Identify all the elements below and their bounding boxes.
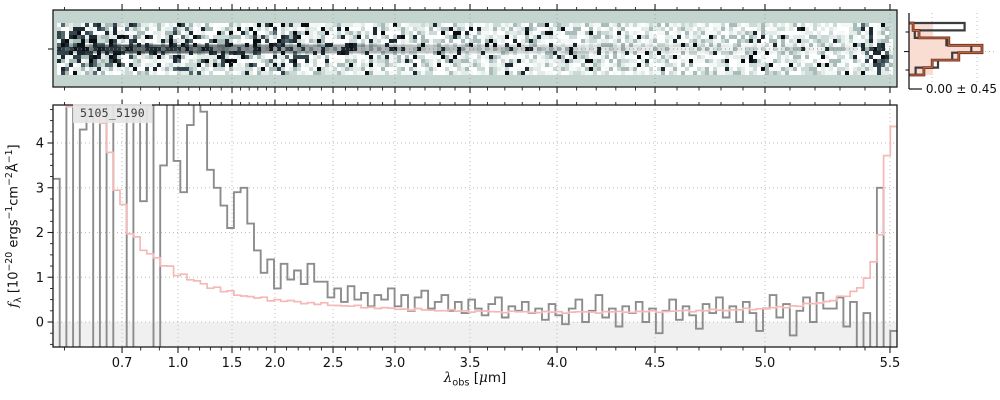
axis-label-fragment: m]	[487, 370, 507, 386]
spectrum-1d-panel: 0 1 2 3 4 0.7 1.0 1.5 2.0 2.5 3.0 3.5 4.0 4.5 5.0 5.5	[36, 104, 901, 371]
axis-label-fragment: [10	[6, 271, 22, 298]
x-tick-label: 5.5	[880, 356, 901, 371]
axis-label-fragment: μ	[479, 370, 488, 386]
below-zero-shade	[53, 322, 897, 347]
axis-label-fragment: ]	[6, 144, 22, 150]
flux-spectrum-line	[53, 105, 897, 347]
axis-label-fragment: ergs	[6, 219, 22, 252]
axis-label-fragment: λ	[443, 370, 453, 386]
x-tick-label: 0.7	[112, 356, 133, 371]
x-tick-label: 3.5	[460, 356, 481, 371]
x-tick-label: 1.0	[168, 356, 189, 371]
pixel-histogram-panel	[904, 13, 997, 90]
y-axis-label: fλ [10−20 ergs−1cm−2Å−1]	[4, 144, 24, 307]
x-tick-label: 4.5	[645, 356, 666, 371]
axis-label-fragment: −1	[4, 149, 16, 164]
axis-label-fragment: [	[469, 370, 480, 386]
x-tick-label: 5.0	[755, 356, 776, 371]
x-tick-label: 1.5	[222, 356, 243, 371]
x-tick-label: 4.0	[547, 356, 568, 371]
histogram-stats-label: 0.00 ± 0.45	[921, 82, 997, 96]
axis-label-fragment: λ	[12, 297, 24, 303]
y-tick-label: 0	[36, 316, 44, 331]
x-tick-label: 3.0	[385, 356, 406, 371]
axis-label-fragment: Å	[6, 163, 22, 173]
source-id-label: 5105_5190	[73, 104, 153, 123]
uncertainty-line	[65, 105, 897, 314]
x-tick-label: 2.0	[265, 356, 286, 371]
axis-label-fragment: cm	[6, 185, 22, 206]
axis-label-fragment: f	[6, 302, 22, 308]
axis-label-fragment: −20	[4, 251, 16, 272]
spectrum-2d-panel	[52, 9, 898, 88]
axis-label-fragment: obs	[452, 377, 470, 389]
y-tick-label: 1	[36, 271, 44, 286]
y-tick-label: 3	[36, 181, 44, 196]
x-axis-label: λobs [μm]	[53, 370, 897, 389]
y-tick-label: 2	[36, 226, 44, 241]
x-tick-label: 2.5	[323, 356, 344, 371]
axis-label-fragment: −2	[4, 172, 16, 186]
axis-label-fragment: −1	[4, 205, 16, 220]
y-tick-label: 4	[36, 137, 44, 152]
